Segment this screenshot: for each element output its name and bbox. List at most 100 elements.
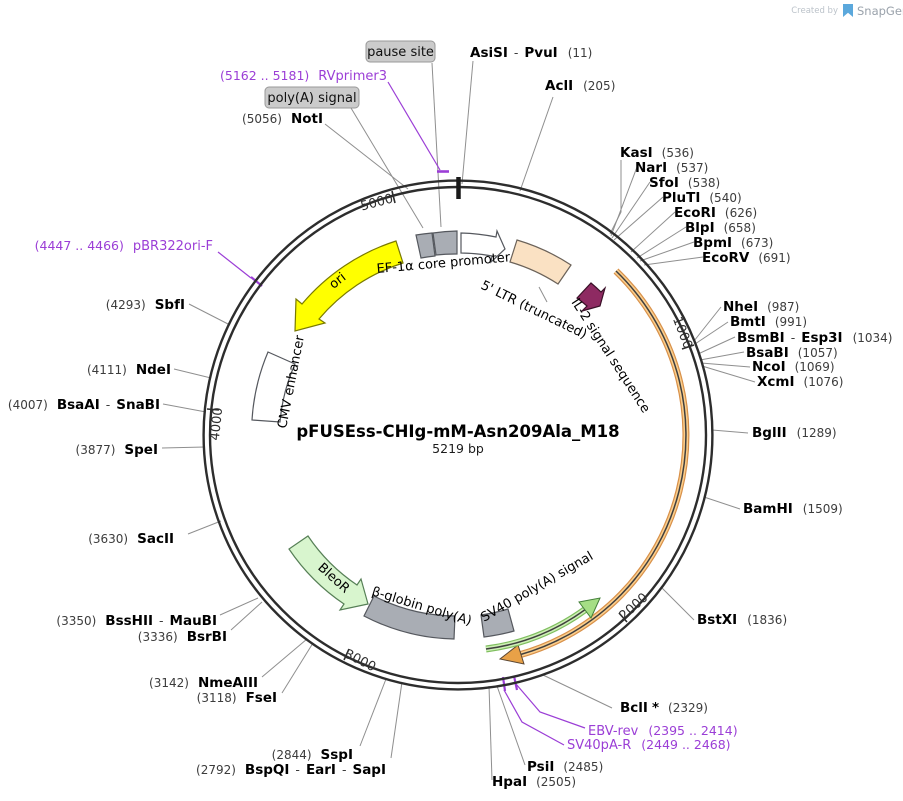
leader-nhei [693,306,722,342]
leader-noti [324,123,409,190]
pause-site-label-box [365,40,436,63]
plasmid-title-block: pFUSEss-CHIg-mM-Asn209Ala_M18 5219 bp [296,422,619,456]
label-ebv-rev: EBV-rev (2395 .. 2414) [588,723,738,739]
plasmid-title: pFUSEss-CHIg-mM-Asn209Ala_M18 [296,422,619,441]
leader-bstxi [661,587,695,621]
label-blpi: BlpI (658) [685,220,756,236]
label-nari: NarI (537) [635,160,708,176]
leader-bpmi [639,241,695,262]
leader-polya-signal [350,107,424,229]
leader-xcmi [701,365,756,383]
leader-bsaai [162,403,207,413]
label-bmti: BmtI (991) [730,314,807,330]
orf-arcs [485,268,690,665]
boxed-labels: pause site poly(A) signal [264,40,436,109]
label-pbr322orif: (4447 .. 4466) pBR322ori-F [35,238,213,254]
features [251,228,607,640]
leader-lines [161,60,756,781]
tick-1000 [681,344,695,350]
label-sspi: (2844) SspI [272,747,353,763]
leader-pause-site [431,62,442,228]
leader-nmeaiii [261,638,308,678]
leader-rvprimer3 [387,81,441,171]
leader-ndei [173,368,212,379]
label-kasi: KasI (536) [620,145,694,161]
tick-label-4000: 4000 [208,407,226,441]
leader-pluti [613,196,664,241]
label-bsrbi: (3336) BsrBI [138,629,227,645]
label-bglii: BglII (1289) [752,425,837,441]
label-bsshii-maubi: (3350) BssHII - MauBI [56,613,217,629]
snapgene-credit: Created by SnapGene [791,4,903,18]
leader-ebv-rev [515,683,586,729]
tick-3000 [343,648,350,661]
label-nhei: NheI (987) [723,299,799,315]
leader-blpi [636,226,687,259]
scale-ticks [206,177,695,661]
orf-orange-core [518,270,687,656]
label-bcli: BclI * (2329) [620,700,708,716]
leader-nari [610,166,638,237]
plasmid-length: 5219 bp [432,441,484,456]
leader-ecorv [643,256,704,266]
leader-hpai [488,685,493,781]
label-rvprimer3: (5162 .. 5181) RVprimer3 [220,68,387,84]
leader-bcli [542,674,613,709]
label-noti: (5056) NotI [242,111,323,127]
leader-bsmbi [697,336,736,355]
leader-sacii [187,520,222,535]
leader-psii [496,685,526,766]
label-sbfi: (4293) SbfI [106,297,185,313]
feature-beta-globin-block [363,595,456,640]
orf-orange-arrowhead [498,644,525,665]
label-bspqi-eari-sapi: (2792) BspQI - EarI - SapI [196,762,386,778]
feature-ef1a-promoter-arrow [460,228,506,264]
snapgene-logo-icon [843,4,853,17]
tick-5000 [391,190,396,204]
leader-bsrbi [230,601,263,631]
leader-sv40pa-r [503,689,565,746]
leader-bamhi [703,496,741,510]
label-ndei: (4111) NdeI [87,362,171,378]
polya-signal-label-box [264,86,360,109]
label-bstxi: BstXI (1836) [697,612,787,628]
feature-bleor-arrow [288,535,369,611]
feature-cmv-enhancer-block [251,351,296,423]
label-pause-site: pause site [367,45,434,60]
feature-polya-signal-box [415,232,436,259]
feature-ori-arrow [294,240,404,332]
label-pluti: PluTI (540) [662,190,742,206]
label-ncoi: NcoI (1069) [752,359,835,375]
leader-ecori [630,211,676,253]
feature-5ltr-block [509,239,572,285]
enzyme-labels-right: KasI (536) NarI (537) SfoI (538) PluTI (540)… [492,145,892,790]
leader-spei [161,446,206,449]
label-ecorv: EcoRV (691) [702,250,791,266]
label-bsaai-snabi: (4007) BsaAI - SnaBI [8,397,160,413]
enzyme-labels-left: (5056) NotI (4293) SbfI (4111) NdeI (4007) B… [8,111,386,778]
orf-green-arrowhead [578,597,601,619]
label-sv40pa-r: SV40pA-R (2449 .. 2468) [567,737,731,753]
label-sfoi: SfoI (538) [649,175,720,191]
label-bsabi: BsaBI (1057) [746,345,838,361]
leader-bsshii [219,597,259,616]
label-spei: (3877) SpeI [76,442,158,458]
leader-sfoi [611,181,651,239]
leader-bglii [711,429,749,434]
leader-bmti [694,321,729,345]
label-hpai: HpaI (2505) [492,774,576,790]
leader-ncoi [700,362,751,368]
feature-pause-site-box [432,230,458,256]
feature-sv40-polya-block [480,608,515,638]
primer-labels: (5162 .. 5181) RVprimer3 (4447 .. 4466) pB… [35,68,738,753]
label-polya-signal: poly(A) signal [267,91,356,106]
leader-sspi [359,678,387,747]
enzyme-labels-top: AsiSI - PvuI (11) AclI (205) [470,45,615,94]
tick-2000 [618,612,628,623]
label-bsmbi-esp3i: BsmBI - Esp3I (1034) [737,330,892,346]
credit-brand: SnapGene [857,4,903,18]
leader-bspqi [390,681,403,759]
